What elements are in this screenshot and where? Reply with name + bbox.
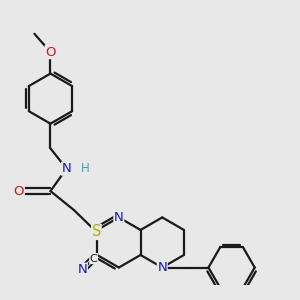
- Text: O: O: [45, 46, 56, 59]
- Text: O: O: [14, 184, 24, 198]
- Text: N: N: [158, 261, 167, 274]
- Text: N: N: [114, 211, 124, 224]
- Text: C: C: [90, 254, 98, 264]
- Text: S: S: [92, 224, 101, 239]
- Text: H: H: [80, 162, 89, 175]
- Text: N: N: [77, 263, 87, 276]
- Text: N: N: [61, 162, 71, 175]
